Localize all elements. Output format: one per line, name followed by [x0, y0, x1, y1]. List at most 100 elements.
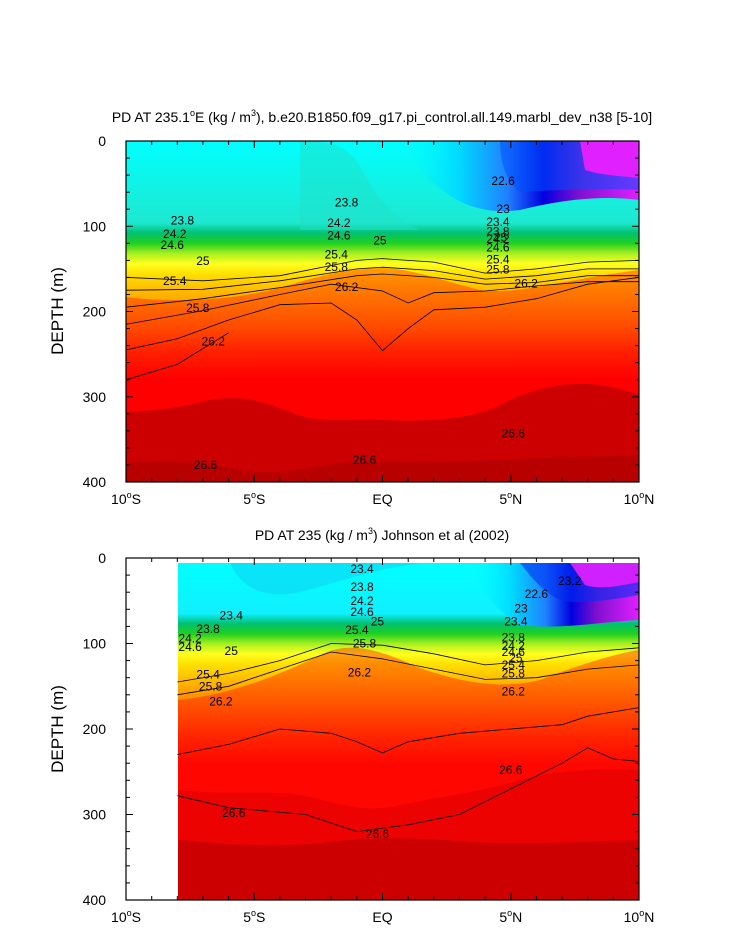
contour-label: 25.8 — [486, 263, 510, 277]
contour-label: 25.4 — [163, 274, 187, 288]
isoline — [177, 707, 639, 755]
x-tick-label: 10oS — [111, 908, 141, 925]
contour-label: 23.8 — [335, 195, 359, 209]
panel-observed-contours — [177, 643, 639, 833]
isoline — [126, 277, 639, 352]
contour-label: 26.6 — [499, 763, 523, 777]
y-tick-label: 300 — [83, 807, 107, 823]
contour-label: 24.2 — [178, 631, 202, 645]
contour-label: 24.6 — [486, 241, 510, 255]
y-tick-label: 200 — [83, 721, 107, 737]
isoline — [177, 643, 639, 683]
panel-observed-contour-labels: 23.423.824.224.6 2525.425.826.226.623.423… — [178, 562, 581, 841]
isoline — [126, 273, 639, 308]
y-tick-label: 0 — [98, 133, 106, 149]
contour-label: 23.8 — [350, 580, 374, 594]
contour-label: 23.4 — [220, 608, 244, 622]
x-tick-label: 10oN — [624, 490, 655, 507]
contour-label: 24.6 — [502, 645, 526, 659]
x-tick-label: 5oS — [243, 908, 265, 925]
contour-label: 25 — [494, 230, 508, 244]
contour-label: 25 — [225, 644, 239, 658]
isoline — [126, 258, 639, 282]
contour-label: 25.8 — [199, 679, 223, 693]
contour-label: 24.6 — [350, 605, 374, 619]
contour-label: 26.6 — [222, 806, 246, 820]
y-tick-label: 200 — [83, 304, 107, 320]
contour-label: 23.4 — [504, 614, 528, 628]
x-tick-label: 10oS — [111, 490, 141, 507]
contour-label: 22.6 — [491, 174, 515, 188]
contour-label: 25.4 — [502, 658, 526, 672]
contour-label: 24.2 — [350, 594, 374, 608]
contour-label: 25.4 — [345, 623, 369, 637]
panel-model-field: 23.824.224.62525.425.826.226.623.824.224… — [126, 141, 639, 482]
contour-label: 22.6 — [525, 587, 549, 601]
contour-label: 26.2 — [514, 276, 538, 290]
panel-model-contours — [126, 258, 639, 381]
contour-label: 25.4 — [325, 247, 349, 261]
x-tick-label: 5oN — [499, 490, 522, 507]
panel-model-axes: 10oS 5oS EQ 5oN 10oN 0 100 200 300 400 — [83, 133, 655, 507]
contour-label: 23.4 — [350, 562, 374, 576]
contour-label: 23.4 — [486, 215, 510, 229]
panel-observed-axes: 10oS 5oS EQ 5oN 10oN 0 100 200 300 400 — [83, 550, 655, 925]
panel-observed: PD AT 235 (kg / m3) Johnson et al (2002)… — [48, 526, 654, 925]
panel-observed-title: PD AT 235 (kg / m3) Johnson et al (2002) — [255, 526, 509, 543]
y-tick-label: 100 — [83, 636, 107, 652]
contour-label: 24.2 — [486, 232, 510, 246]
contour-label: 26.2 — [502, 684, 526, 698]
x-tick-label: 10oN — [624, 908, 655, 925]
contour-label: 25.8 — [353, 637, 377, 651]
contour-label: 23.8 — [196, 622, 220, 636]
y-tick-label: 100 — [83, 218, 107, 234]
contour-label: 24.6 — [161, 238, 185, 252]
contour-label: 25 — [373, 234, 387, 248]
panel-observed-ylabel: DEPTH (m) — [48, 685, 67, 773]
contour-label: 23.8 — [502, 631, 526, 645]
contour-label: 26.6 — [502, 426, 526, 440]
contour-label: 24.2 — [327, 216, 351, 230]
contour-label: 24.6 — [178, 640, 202, 654]
contour-label: 25.8 — [186, 301, 210, 315]
contour-label: 25.4 — [196, 667, 220, 681]
contour-label: 26.2 — [209, 695, 233, 709]
contour-label: 26.6 — [194, 458, 218, 472]
contour-label: 25.8 — [502, 666, 526, 680]
contour-label: 25 — [509, 651, 523, 665]
contour-label: 23 — [514, 601, 528, 615]
isoline — [126, 281, 639, 325]
contour-label: 23.8 — [486, 224, 510, 238]
contour-label: 26.6 — [353, 453, 377, 467]
panel-model-ylabel: DEPTH (m) — [48, 267, 67, 355]
x-tick-label: EQ — [372, 491, 392, 507]
x-tick-label: 5oN — [499, 908, 522, 925]
x-tick-label: EQ — [372, 909, 392, 925]
isoline — [126, 266, 639, 291]
contour-label: 24.2 — [163, 227, 187, 241]
contour-label: 24.6 — [327, 229, 351, 243]
contour-label: 25.8 — [325, 260, 349, 274]
y-tick-label: 300 — [83, 389, 107, 405]
contour-label: 25.4 — [486, 253, 510, 267]
panel-observed-field: 23.423.824.224.6 2525.425.826.226.623.423… — [177, 562, 639, 900]
isoline — [126, 332, 229, 381]
contour-label: 24.2 — [502, 639, 526, 653]
contour-label: 25 — [371, 614, 385, 628]
contour-label: 25 — [196, 254, 210, 268]
contour-label: 26.2 — [348, 666, 372, 680]
panel-model-contour-labels: 23.824.224.62525.425.826.226.623.824.224… — [161, 174, 539, 472]
contour-label: 26.2 — [202, 334, 226, 348]
panel-model: PD AT 235.1oE (kg / m3), b.e20.B1850.f09… — [48, 108, 654, 507]
contour-label: 23 — [496, 202, 510, 216]
isoline — [177, 747, 639, 833]
contour-label: 26.6 — [366, 827, 390, 841]
isoline — [177, 651, 639, 696]
panel-model-title: PD AT 235.1oE (kg / m3), b.e20.B1850.f09… — [112, 108, 652, 125]
y-tick-label: 400 — [83, 474, 107, 490]
y-tick-label: 400 — [83, 892, 107, 908]
contour-label: 23.2 — [558, 574, 582, 588]
y-tick-label: 0 — [98, 550, 106, 566]
x-tick-label: 5oS — [243, 490, 265, 507]
